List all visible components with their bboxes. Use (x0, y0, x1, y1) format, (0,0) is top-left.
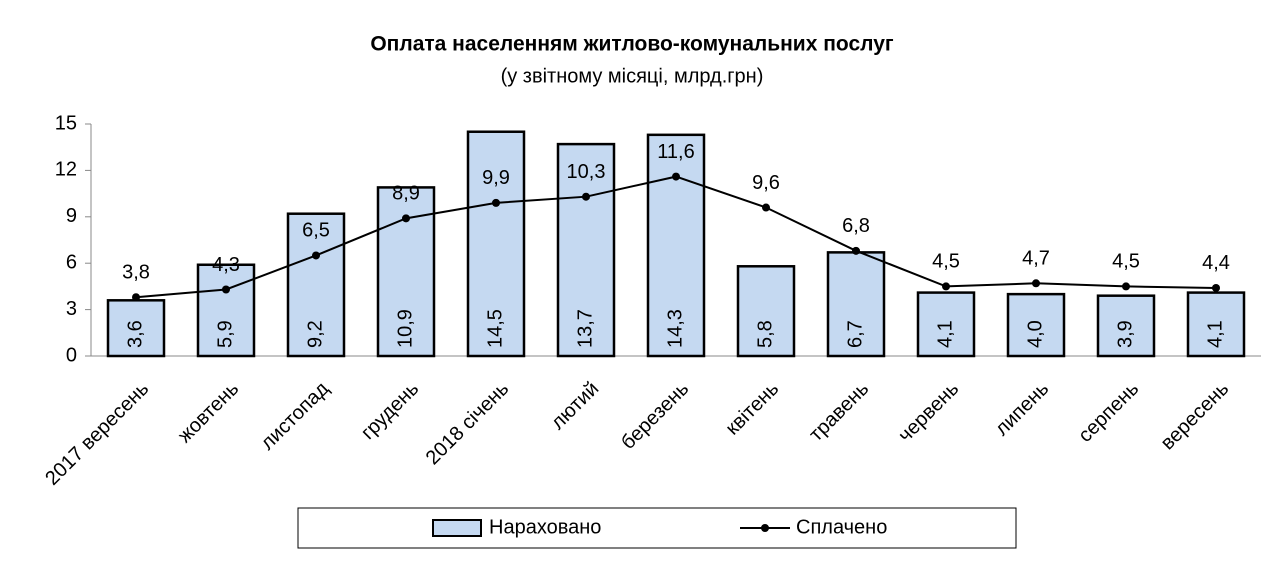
line-value-label: 6,5 (302, 220, 330, 242)
x-tick-label: лютий (547, 378, 603, 434)
bar-value-label: 5,9 (214, 320, 236, 348)
y-tick-label: 12 (55, 159, 77, 181)
legend-label: Нараховано (489, 516, 601, 538)
bar (826, 251, 886, 358)
legend-label: Сплачено (796, 516, 887, 538)
line-point (132, 293, 140, 302)
bar-value-label: 3,6 (124, 320, 146, 348)
x-tick-label: червень (894, 378, 963, 447)
line-value-label: 4,5 (1112, 251, 1140, 273)
line-point (582, 192, 590, 201)
bar (196, 263, 256, 358)
y-tick-label: 0 (66, 344, 77, 366)
bar (736, 265, 796, 358)
line-value-label: 3,8 (122, 262, 150, 284)
line-value-label: 9,6 (752, 172, 780, 194)
bar (106, 299, 166, 358)
line-value-label: 4,7 (1022, 248, 1050, 270)
chart-subtitle: (у звітному місяці, млрд.грн) (501, 65, 764, 87)
line-value-label: 6,8 (842, 215, 870, 237)
x-tick-label: вересень (1157, 378, 1234, 455)
bar (1186, 291, 1246, 358)
bar (916, 291, 976, 358)
x-tick-label: березень (617, 378, 693, 454)
line-point (312, 251, 320, 260)
x-tick-label: 2018 січень (422, 378, 514, 470)
bar-value-label: 4,0 (1024, 320, 1046, 348)
x-tick-label: квітень (722, 378, 784, 440)
y-tick-label: 6 (66, 251, 77, 273)
line-point (492, 198, 500, 207)
bar-value-label: 6,7 (844, 320, 866, 348)
legend-box (297, 507, 1017, 549)
x-tick-label: листопад (257, 377, 334, 454)
x-tick-label: серпень (1074, 378, 1143, 447)
line-value-label: 11,6 (657, 141, 694, 163)
line-point (1122, 282, 1130, 291)
bar-value-label: 5,8 (754, 320, 776, 348)
line-value-label: 9,9 (482, 167, 510, 189)
legend-swatch (432, 519, 482, 537)
line-point (762, 203, 770, 212)
bar-value-label: 14,3 (664, 309, 686, 348)
line-value-label: 4,4 (1202, 252, 1230, 274)
line-point (222, 285, 230, 294)
x-tick-label: травень (805, 378, 873, 446)
bar (1096, 294, 1156, 358)
bar-value-label: 4,1 (934, 320, 956, 348)
line-value-label: 8,9 (392, 183, 420, 205)
bar (466, 130, 526, 358)
bar (556, 142, 616, 358)
line-value-label: 4,3 (212, 254, 240, 276)
bar-value-label: 3,9 (1114, 320, 1136, 348)
line-point (672, 172, 680, 181)
legend-swatch-dot (761, 524, 769, 532)
y-tick-label: 3 (66, 298, 77, 320)
line-point (1212, 283, 1220, 292)
x-tick-label: грудень (357, 378, 423, 444)
bar-value-label: 4,1 (1204, 320, 1226, 348)
bar (1006, 292, 1066, 358)
y-tick-label: 15 (55, 112, 77, 134)
chart-title: Оплата населенням житлово-комунальних по… (370, 33, 894, 56)
y-tick-label: 9 (66, 205, 77, 227)
x-tick-label: 2017 вересень (41, 378, 153, 490)
bar-value-label: 13,7 (574, 309, 596, 348)
bar (286, 212, 346, 358)
bar-value-label: 9,2 (304, 320, 326, 348)
bar-value-label: 14,5 (484, 309, 506, 348)
line-point (942, 282, 950, 291)
bar-value-label: 10,9 (394, 309, 416, 348)
x-tick-label: жовтень (174, 378, 243, 447)
line-value-label: 4,5 (932, 251, 960, 273)
line-point (1032, 279, 1040, 288)
x-tick-label: липень (991, 378, 1053, 440)
bar (646, 133, 706, 358)
line-point (402, 214, 410, 223)
line-value-label: 10,3 (567, 161, 606, 183)
line-point (852, 246, 860, 255)
